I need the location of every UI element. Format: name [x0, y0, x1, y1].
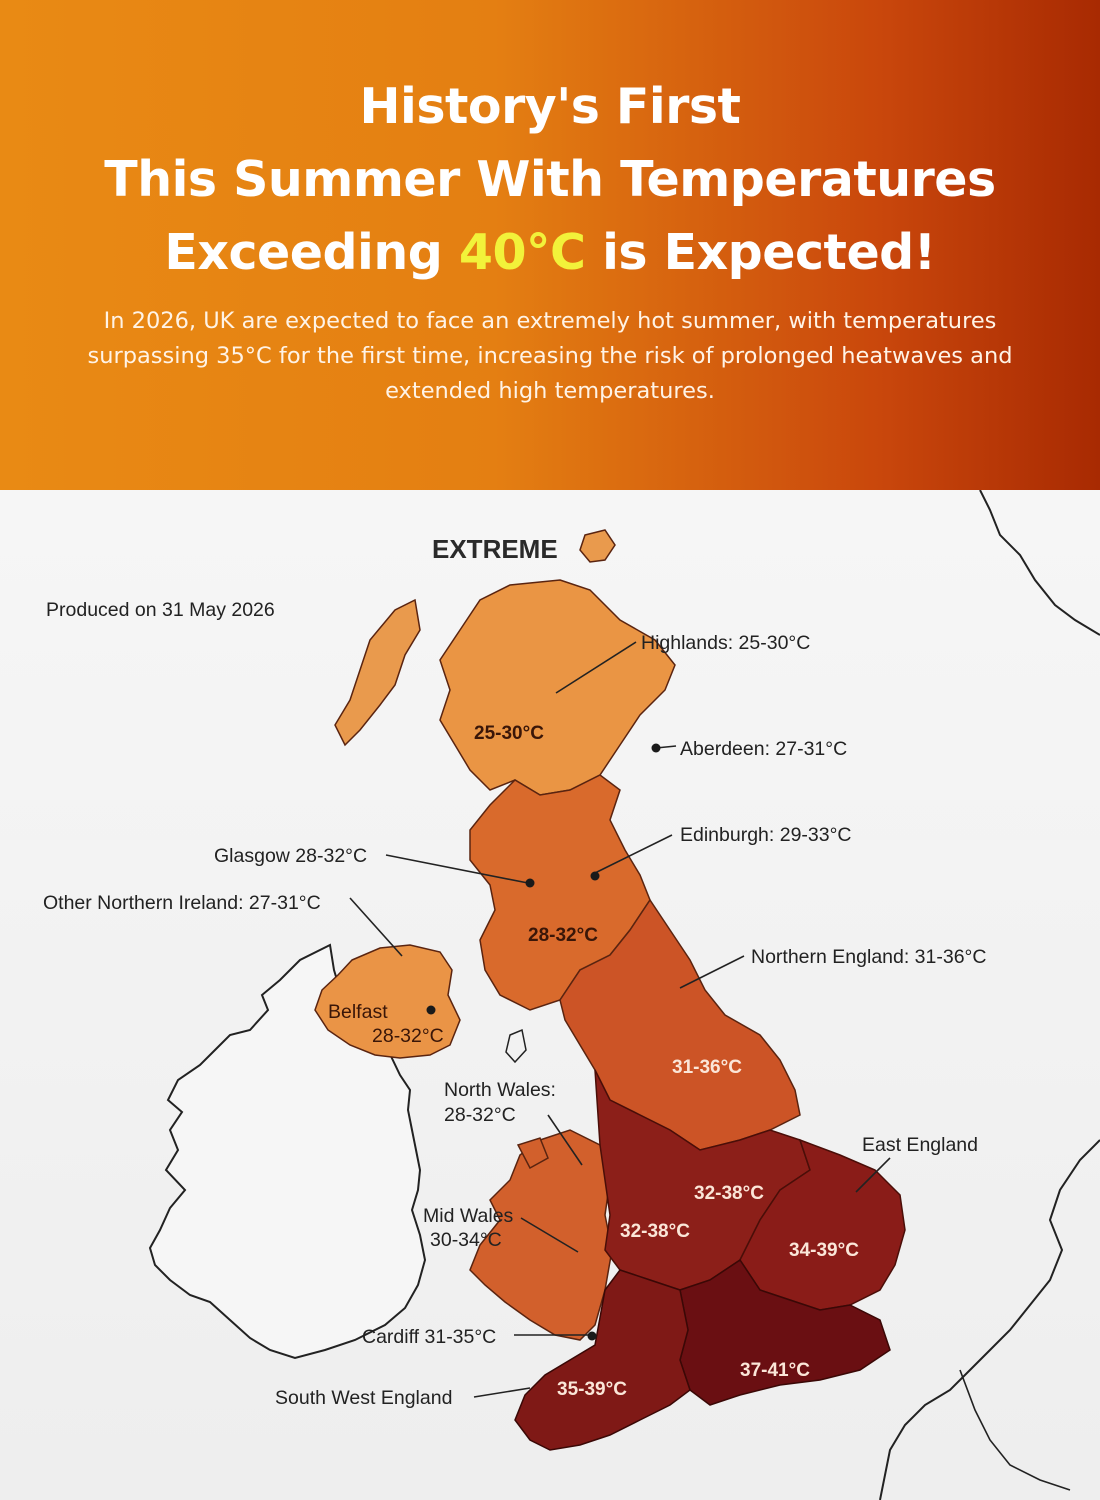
south-west-region: [514, 1269, 691, 1451]
region-label-highlands: 25-30°C: [474, 723, 544, 744]
callout-northern-england: Northern England: 31-36°C: [751, 946, 987, 968]
headline-line-3: Exceeding 40°C is Expected!: [0, 216, 1100, 289]
edinburgh-marker: [590, 871, 600, 881]
callout-north-wales-title: North Wales:: [444, 1079, 556, 1101]
region-label-south-west: 35-39°C: [557, 1379, 627, 1400]
legend-title: EXTREME: [432, 534, 558, 564]
city-markers: [426, 743, 661, 1341]
callout-east-england: East England: [862, 1134, 979, 1156]
belfast-marker: [426, 1005, 436, 1015]
header-banner: History's First This Summer With Tempera…: [0, 0, 1100, 490]
region-label-midlands-east: 32-38°C: [694, 1183, 764, 1204]
border-line: [959, 1369, 1071, 1491]
headline-suffix: is Expected!: [585, 224, 936, 281]
callout-north-wales-range: 28-32°C: [444, 1104, 516, 1126]
region-label-south-east: 37-41°C: [740, 1360, 810, 1381]
headline-line-2: This Summer With Temperatures: [104, 151, 996, 208]
region-label-northern-england: 31-36°C: [672, 1057, 742, 1078]
produced-date: Produced on 31 May 2026: [46, 599, 275, 621]
callout-glasgow: Glasgow 28-32°C: [214, 845, 368, 867]
region-label-scotland-south: 28-32°C: [528, 925, 598, 946]
aberdeen-marker: [651, 743, 661, 753]
region-label-midlands-west: 32-38°C: [620, 1221, 690, 1242]
isle-of-man: [505, 1028, 527, 1064]
cardiff-marker: [587, 1331, 597, 1341]
headline-accent-temperature: 40°C: [458, 224, 586, 281]
callout-highlands: Highlands: 25-30°C: [641, 632, 811, 654]
callout-south-west: South West England: [275, 1387, 453, 1409]
description: In 2026, UK are expected to face an extr…: [87, 308, 1013, 404]
callout-mid-wales-title: Mid Wales: [423, 1205, 514, 1227]
callout-edinburgh: Edinburgh: 29-33°C: [680, 824, 852, 846]
anglesey: [516, 1137, 549, 1170]
region-label-east-england: 34-39°C: [789, 1240, 859, 1261]
headline-prefix: Exceeding: [164, 224, 459, 281]
glasgow-marker: [525, 878, 535, 888]
hebrides-islands: [334, 598, 421, 747]
northern-ireland-region: [314, 944, 461, 1059]
europe-coast: [879, 1139, 1100, 1500]
leader-lines: [349, 641, 891, 1398]
headline: History's First This Summer With Tempera…: [0, 70, 1100, 289]
callout-cardiff: Cardiff 31-35°C: [362, 1326, 497, 1348]
uk-heat-map: EXTREME Produced on 31 May 2026 Highland…: [0, 490, 1100, 1500]
callout-aberdeen: Aberdeen: 27-31°C: [680, 738, 848, 760]
callout-northern-ireland: Other Northern Ireland: 27-31°C: [43, 892, 321, 914]
region-label-belfast-range: 28-32°C: [372, 1025, 444, 1047]
region-label-belfast: Belfast: [328, 1001, 388, 1023]
callout-mid-wales-range: 30-34°C: [430, 1229, 502, 1251]
map-graphic: [0, 490, 1100, 1500]
orkney-islands: [579, 529, 616, 563]
continent-coast-north: [979, 490, 1100, 636]
headline-line-1: History's First: [359, 78, 741, 135]
